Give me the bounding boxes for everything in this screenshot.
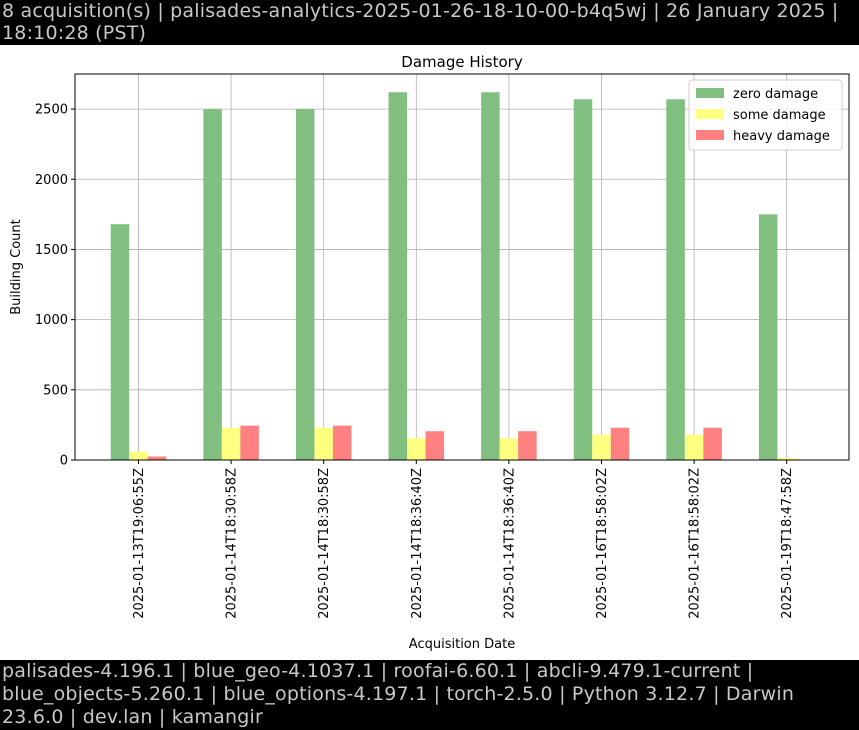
x-tick-label: 2025-01-14T18:30:58Z: [225, 468, 240, 619]
bar-zero-damage: [481, 92, 500, 461]
bar-zero-damage: [203, 109, 222, 460]
y-tick-label: 2000: [35, 173, 68, 188]
plot-frame: [74, 73, 850, 461]
footer-banner: palisades-4.196.1 | blue_geo-4.1037.1 | …: [0, 660, 859, 730]
header-banner: 8 acquisition(s) | palisades-analytics-2…: [0, 0, 859, 45]
x-tick-label: 2025-01-16T18:58:02Z: [595, 468, 610, 619]
bar-zero-damage: [388, 92, 408, 461]
x-tick-label: 2025-01-14T18:36:40Z: [410, 468, 425, 619]
x-axis-label: Acquisition Date: [409, 637, 515, 652]
bar-heavy-damage: [703, 427, 722, 460]
bar-some-damage: [777, 457, 796, 460]
x-tick-label: 2025-01-19T18:47:58Z: [780, 468, 795, 619]
y-tick-label: 1000: [35, 313, 68, 328]
legend-label-some-damage: some damage: [733, 108, 826, 123]
legend-label-heavy-damage: heavy damage: [733, 129, 830, 144]
y-tick-label: 2500: [35, 103, 68, 118]
x-tick-label: 2025-01-14T18:36:40Z: [502, 468, 517, 619]
bar-zero-damage: [110, 224, 130, 460]
chart-title: Damage History: [401, 53, 523, 71]
bar-some-damage: [684, 434, 704, 460]
bar-some-damage: [129, 451, 148, 460]
bar-zero-damage: [666, 99, 685, 461]
bar-zero-damage: [758, 214, 778, 460]
y-tick-label: 0: [60, 454, 68, 469]
damage-history-chart: Damage History 0 500 1000 1500 2000 2500 2025…: [9, 53, 850, 652]
y-ticks: 0 500 1000 1500 2000 2500: [35, 103, 75, 469]
bar-heavy-damage: [518, 431, 537, 460]
bar-layer: [110, 92, 796, 461]
bar-some-damage: [592, 434, 611, 460]
bar-heavy-damage: [425, 431, 445, 460]
x-tick-label: 2025-01-13T19:06:55Z: [132, 468, 147, 619]
x-ticks: 2025-01-13T19:06:55Z 2025-01-14T18:30:58Z…: [132, 460, 795, 619]
y-tick-label: 1500: [35, 243, 68, 258]
x-tick-label: 2025-01-14T18:30:58Z: [317, 468, 332, 619]
bar-heavy-damage: [240, 425, 259, 460]
legend: zero damage some damage heavy damage: [688, 79, 843, 151]
bar-zero-damage: [295, 109, 315, 460]
legend-swatch-some-damage: [696, 109, 724, 119]
bar-some-damage: [407, 438, 426, 460]
bar-some-damage: [221, 427, 241, 460]
bar-heavy-damage: [610, 427, 630, 460]
bar-heavy-damage: [332, 425, 352, 460]
bar-some-damage: [314, 427, 333, 460]
legend-swatch-zero-damage: [696, 88, 724, 98]
x-tick-label: 2025-01-16T18:58:02Z: [688, 468, 703, 619]
bar-some-damage: [499, 438, 519, 460]
legend-label-zero-damage: zero damage: [733, 87, 818, 102]
y-tick-label: 500: [43, 383, 68, 398]
legend-frame: [688, 79, 843, 151]
legend-swatch-heavy-damage: [696, 130, 724, 140]
bar-heavy-damage: [147, 456, 167, 460]
y-axis-label: Building Count: [9, 219, 24, 314]
bar-zero-damage: [573, 99, 593, 461]
